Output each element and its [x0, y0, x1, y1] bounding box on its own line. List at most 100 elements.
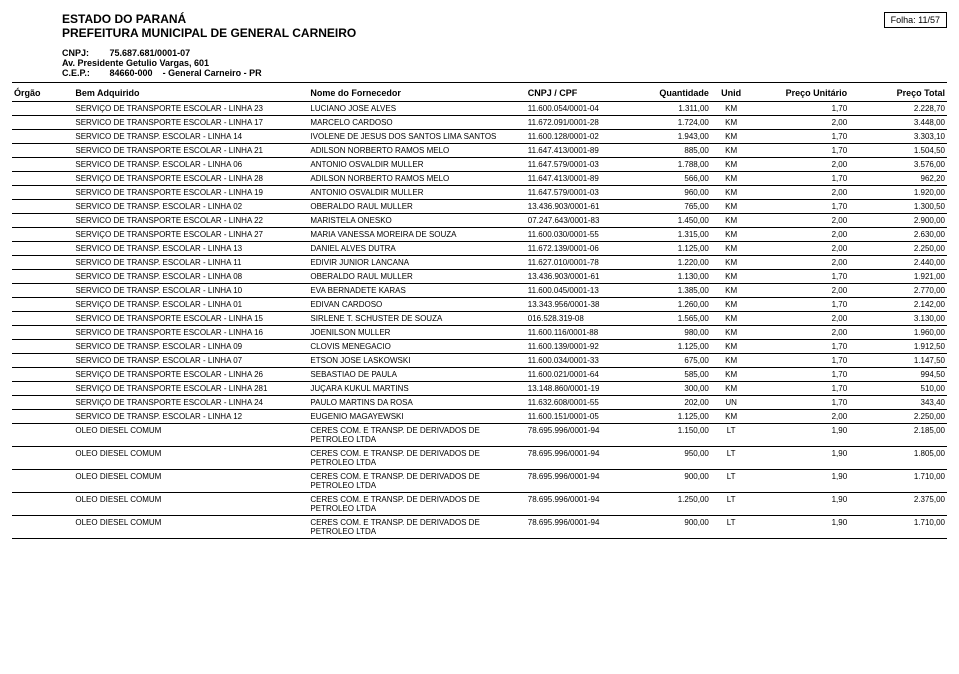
cell-unid: KM	[711, 172, 752, 186]
cell-fornecedor: CERES COM. E TRANSP. DE DERIVADOS DE PET…	[308, 493, 525, 516]
col-preco-unitario: Preço Unitário	[751, 85, 849, 102]
cell-preco-unitario: 1,70	[751, 130, 849, 144]
cell-orgao	[12, 447, 73, 470]
cell-unid: KM	[711, 256, 752, 270]
cell-bem: SERVICO DE TRANSP. ESCOLAR - LINHA 08	[73, 270, 308, 284]
cell-cnpj: 11.672.091/0001-28	[526, 116, 634, 130]
cell-fornecedor: EUGENIO MAGAYEWSKI	[308, 410, 525, 424]
cell-preco-total: 2.375,00	[849, 493, 947, 516]
table-row: OLEO DIESEL COMUMCERES COM. E TRANSP. DE…	[12, 470, 947, 493]
cell-orgao	[12, 493, 73, 516]
col-unid: Unid	[711, 85, 752, 102]
table-row: SERVICO DE TRANSPORTE ESCOLAR - LINHA 19…	[12, 186, 947, 200]
cell-preco-unitario: 1,70	[751, 200, 849, 214]
cell-orgao	[12, 200, 73, 214]
cell-preco-unitario: 1,70	[751, 368, 849, 382]
cell-unid: KM	[711, 144, 752, 158]
table-row: SERVIÇO DE TRANSPORTE ESCOLAR - LINHA 23…	[12, 102, 947, 116]
cell-quantidade: 900,00	[634, 516, 711, 539]
cell-preco-total: 2.250,00	[849, 410, 947, 424]
cell-quantidade: 300,00	[634, 382, 711, 396]
cell-unid: KM	[711, 354, 752, 368]
cell-orgao	[12, 382, 73, 396]
cell-unid: KM	[711, 368, 752, 382]
cell-bem: OLEO DIESEL COMUM	[73, 424, 308, 447]
cell-quantidade: 950,00	[634, 447, 711, 470]
cell-orgao	[12, 130, 73, 144]
cell-cnpj: 78.695.996/0001-94	[526, 516, 634, 539]
table-row: SERVICO DE TRANSP. ESCOLAR - LINHA 02OBE…	[12, 200, 947, 214]
cell-preco-total: 962,20	[849, 172, 947, 186]
cell-preco-total: 1.920,00	[849, 186, 947, 200]
data-table: Órgão Bem Adquirido Nome do Fornecedor C…	[12, 85, 947, 539]
cell-unid: KM	[711, 186, 752, 200]
cell-orgao	[12, 368, 73, 382]
cell-bem: SERVIÇO DE TRANSPORTE ESCOLAR - LINHA 23	[73, 102, 308, 116]
cell-quantidade: 1.250,00	[634, 493, 711, 516]
cell-cnpj: 11.627.010/0001-78	[526, 256, 634, 270]
cell-cnpj: 78.695.996/0001-94	[526, 470, 634, 493]
cell-orgao	[12, 410, 73, 424]
cell-fornecedor: IVOLENE DE JESUS DOS SANTOS LIMA SANTOS	[308, 130, 525, 144]
prefeitura-title: PREFEITURA MUNICIPAL DE GENERAL CARNEIRO	[62, 26, 356, 40]
table-row: SERVICO DE TRANSP. ESCOLAR - LINHA 14IVO…	[12, 130, 947, 144]
cell-bem: SERVICO DE TRANSP. ESCOLAR - LINHA 02	[73, 200, 308, 214]
cell-cnpj: 13.148.860/0001-19	[526, 382, 634, 396]
cell-orgao	[12, 396, 73, 410]
cell-preco-unitario: 1,70	[751, 144, 849, 158]
cell-cnpj: 11.600.045/0001-13	[526, 284, 634, 298]
cell-preco-unitario: 1,90	[751, 516, 849, 539]
cell-quantidade: 1.125,00	[634, 242, 711, 256]
cell-preco-unitario: 1,90	[751, 493, 849, 516]
cell-quantidade: 885,00	[634, 144, 711, 158]
cell-orgao	[12, 186, 73, 200]
cell-bem: OLEO DIESEL COMUM	[73, 447, 308, 470]
cell-quantidade: 960,00	[634, 186, 711, 200]
cell-preco-total: 3.303,10	[849, 130, 947, 144]
cell-cnpj: 11.647.579/0001-03	[526, 158, 634, 172]
cell-preco-total: 1.300,50	[849, 200, 947, 214]
cell-preco-total: 510,00	[849, 382, 947, 396]
table-row: SERVIÇO DE TRANSPORTE ESCOLAR - LINHA 28…	[12, 172, 947, 186]
cell-fornecedor: ANTONIO OSVALDIR MULLER	[308, 186, 525, 200]
cell-unid: KM	[711, 270, 752, 284]
cell-unid: KM	[711, 116, 752, 130]
cell-quantidade: 1.220,00	[634, 256, 711, 270]
table-row: SERVICO DE TRANSPORTE ESCOLAR - LINHA 22…	[12, 214, 947, 228]
cell-cnpj: 11.600.054/0001-04	[526, 102, 634, 116]
cell-cnpj: 11.600.151/0001-05	[526, 410, 634, 424]
cell-preco-total: 1.504,50	[849, 144, 947, 158]
cell-preco-total: 2.250,00	[849, 242, 947, 256]
cell-preco-total: 1.710,00	[849, 470, 947, 493]
table-row: SERVICO DE TRANSPORTE ESCOLAR - LINHA 15…	[12, 312, 947, 326]
cell-cnpj: 11.600.030/0001-55	[526, 228, 634, 242]
table-row: SERVICO DE TRANSP. ESCOLAR - LINHA 11EDI…	[12, 256, 947, 270]
cell-quantidade: 1.315,00	[634, 228, 711, 242]
table-row: OLEO DIESEL COMUMCERES COM. E TRANSP. DE…	[12, 516, 947, 539]
cep-value: 84660-000	[110, 68, 153, 78]
table-row: OLEO DIESEL COMUMCERES COM. E TRANSP. DE…	[12, 424, 947, 447]
cell-bem: OLEO DIESEL COMUM	[73, 516, 308, 539]
col-quantidade: Quantidade	[634, 85, 711, 102]
cell-bem: SERVIÇO DE TRANSPORTE ESCOLAR - LINHA 24	[73, 396, 308, 410]
col-bem: Bem Adquirido	[73, 85, 308, 102]
cell-fornecedor: DANIEL ALVES DUTRA	[308, 242, 525, 256]
cell-preco-unitario: 1,70	[751, 354, 849, 368]
cell-cnpj: 11.600.139/0001-92	[526, 340, 634, 354]
estado-title: ESTADO DO PARANÁ	[62, 12, 356, 26]
cell-unid: KM	[711, 242, 752, 256]
cell-bem: SERVICO DE TRANSPORTE ESCOLAR - LINHA 17	[73, 116, 308, 130]
cell-fornecedor: JUÇARA KUKUL MARTINS	[308, 382, 525, 396]
cell-unid: KM	[711, 130, 752, 144]
cell-fornecedor: CERES COM. E TRANSP. DE DERIVADOS DE PET…	[308, 516, 525, 539]
cell-fornecedor: ANTONIO OSVALDIR MULLER	[308, 158, 525, 172]
cell-preco-unitario: 2,00	[751, 214, 849, 228]
cell-bem: SERVIÇO DE TRANSPORTE ESCOLAR - LINHA 28…	[73, 382, 308, 396]
cell-cnpj: 11.600.116/0001-88	[526, 326, 634, 340]
cell-cnpj: 78.695.996/0001-94	[526, 447, 634, 470]
folha-value: 11/57	[918, 15, 940, 25]
cell-preco-unitario: 1,70	[751, 270, 849, 284]
cell-preco-total: 1.147,50	[849, 354, 947, 368]
cell-fornecedor: MARCELO CARDOSO	[308, 116, 525, 130]
cell-orgao	[12, 116, 73, 130]
